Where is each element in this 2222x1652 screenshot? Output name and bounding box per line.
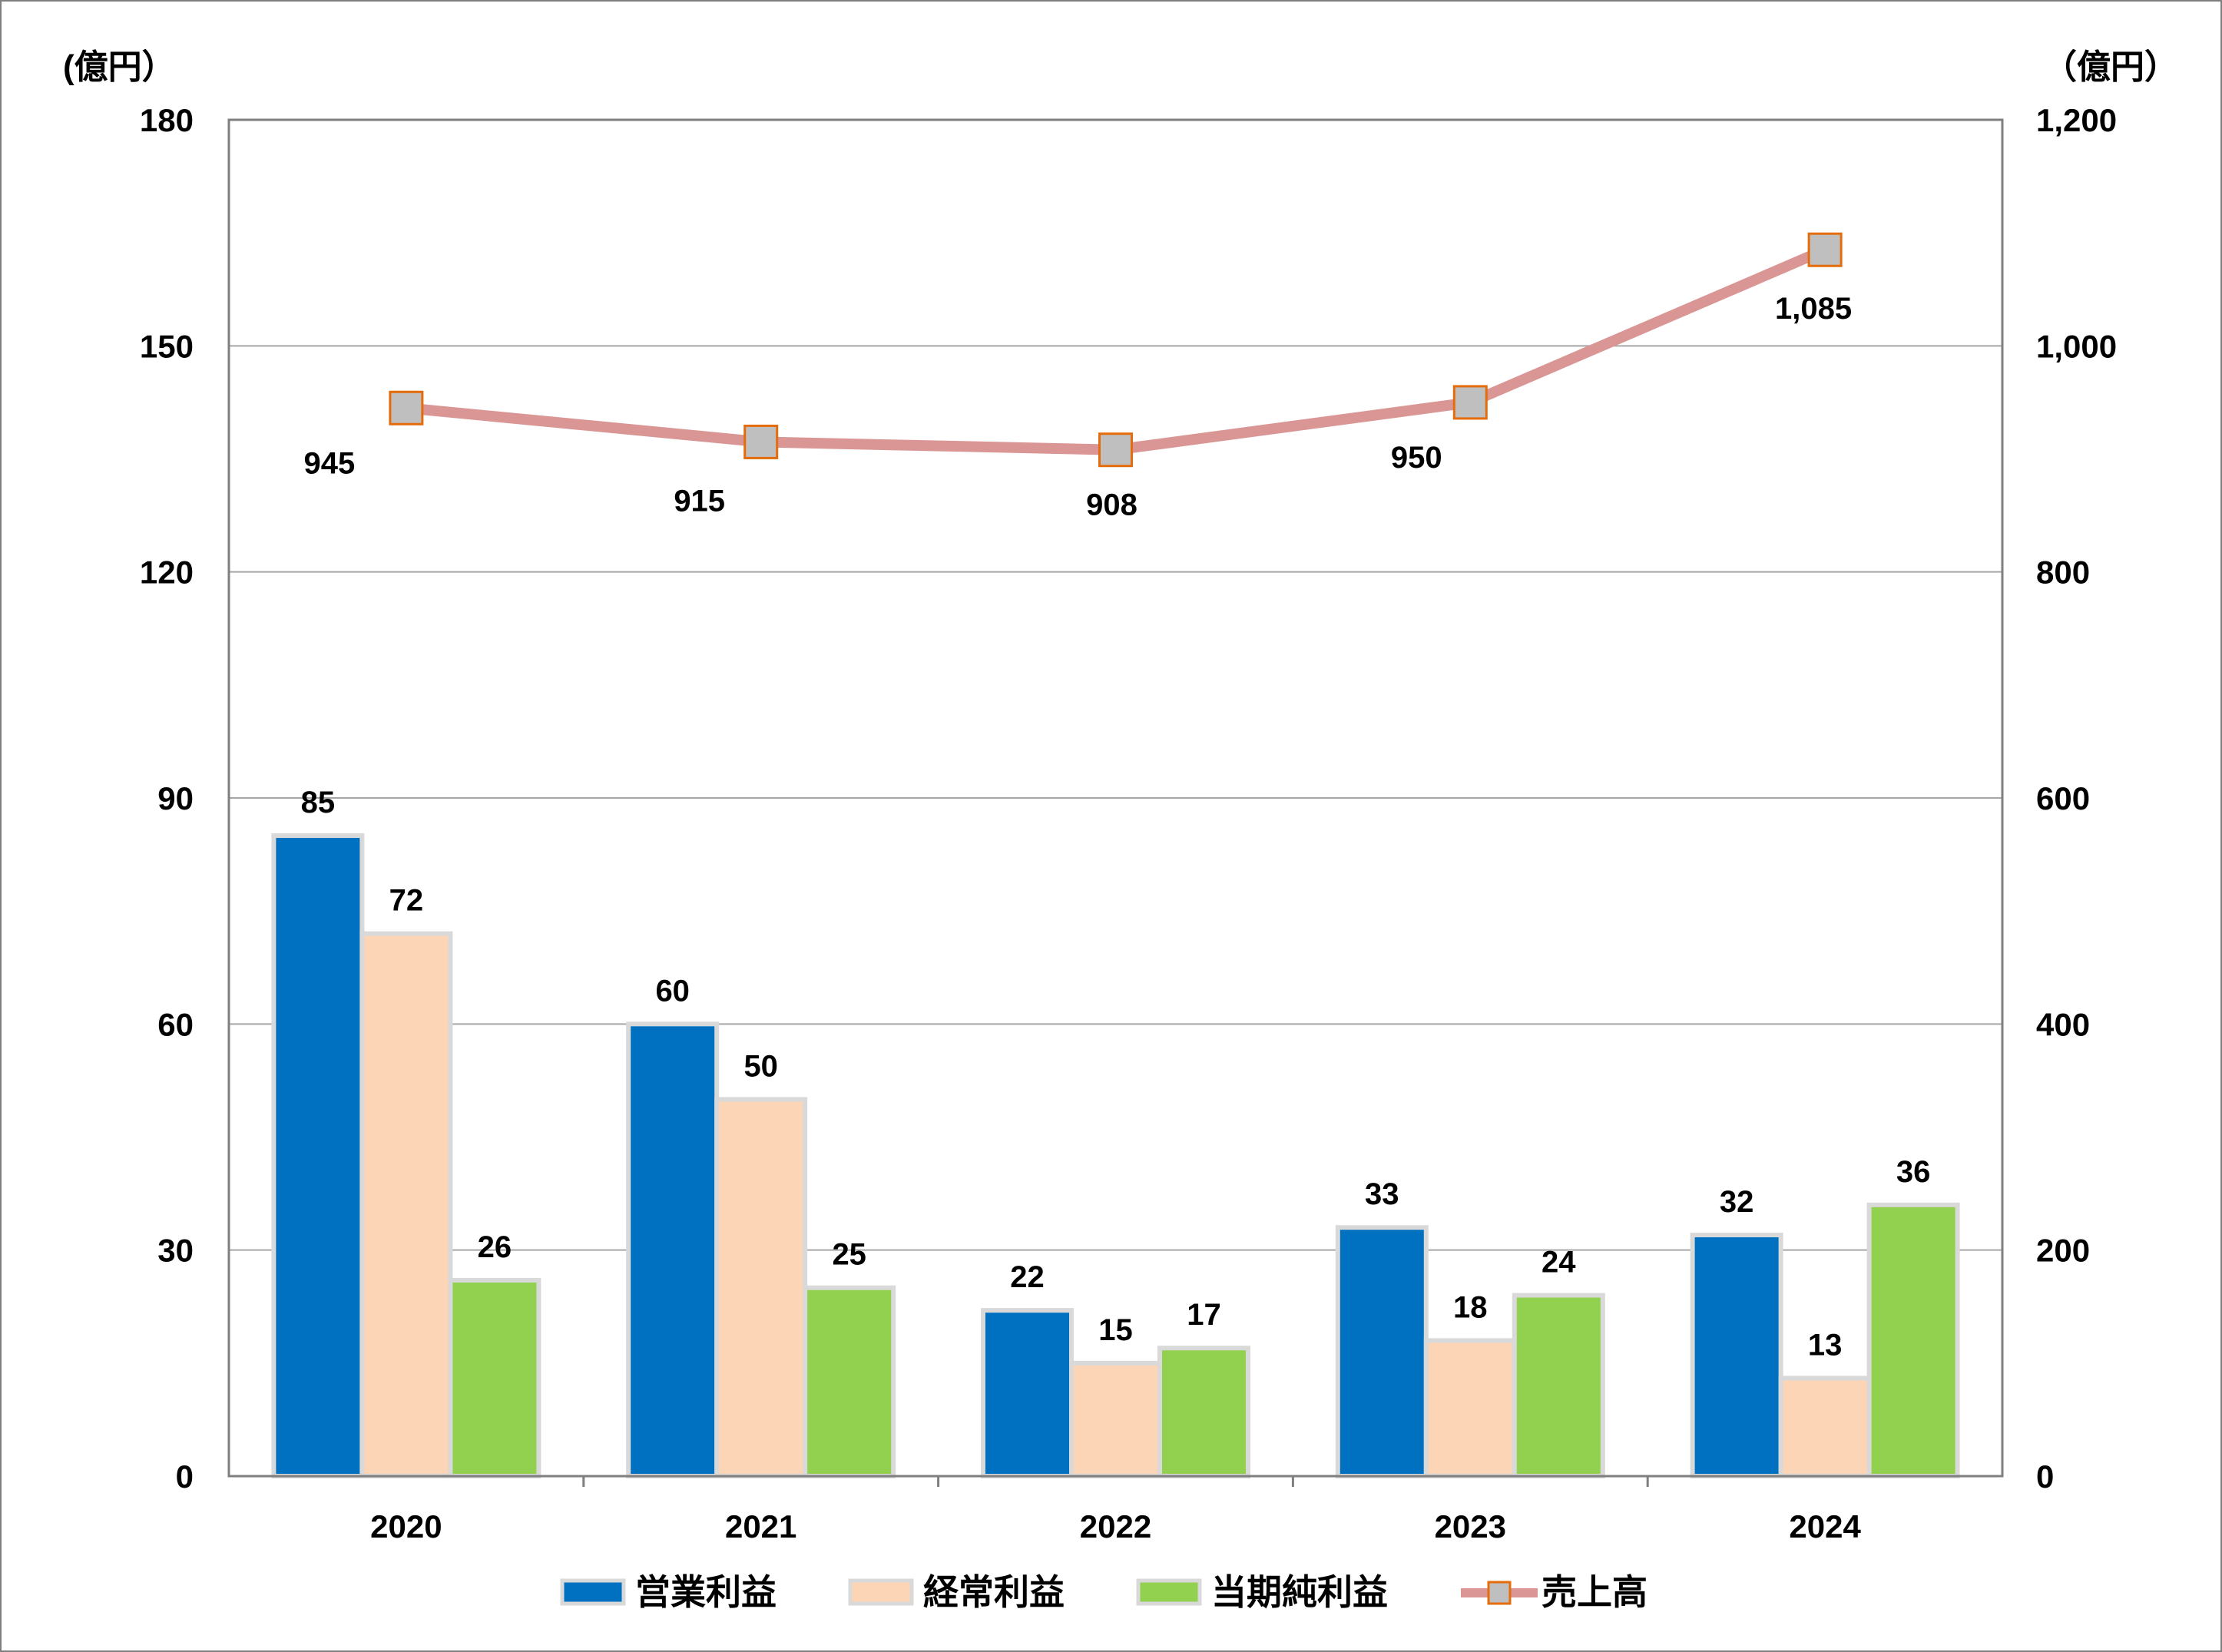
bar-data-label: 15 [1098, 1313, 1133, 1347]
right-axis-tick-label: 1,000 [2036, 328, 2117, 364]
legend-swatch [848, 1578, 914, 1606]
data-labels: 85 72 26 60 50 25 22 15 17 33 18 24 32 13 36 945 915 908 9… [301, 292, 1931, 1362]
bar-data-label: 22 [1010, 1260, 1045, 1294]
line-marker [1098, 432, 1133, 468]
line-marker [1807, 232, 1843, 267]
legend-label: 経常利益 [923, 1572, 1065, 1612]
bar-data-label: 50 [743, 1049, 778, 1083]
right-axis-tick-label: 600 [2036, 780, 2090, 816]
right-axis-tick-label: 400 [2036, 1006, 2090, 1042]
line-data-label: 950 [1391, 441, 1442, 475]
bar [1778, 1376, 1872, 1479]
bar [1512, 1293, 1605, 1478]
right-axis-unit: （億円） [2043, 48, 2178, 86]
bar-data-label: 18 [1453, 1290, 1488, 1324]
line-data-label: 908 [1086, 488, 1137, 522]
bar [1866, 1202, 1960, 1479]
line-data-label: 915 [674, 484, 725, 518]
axes: 0 30 60 90 120 150 180 0 200 400 600 800 1,000 1,200 2… [140, 102, 2117, 1544]
bar-series [271, 833, 1960, 1479]
line-series [389, 232, 1843, 468]
legend-swatch [1136, 1578, 1202, 1606]
bar [1335, 1225, 1429, 1478]
legend-label: 営業利益 [635, 1572, 777, 1612]
x-axis-category-label: 2024 [1789, 1508, 1861, 1544]
bar-data-label: 33 [1365, 1177, 1399, 1211]
bar [1069, 1360, 1162, 1479]
left-axis-unit: (億円） [63, 48, 176, 86]
x-axis-category-label: 2022 [1080, 1508, 1151, 1544]
left-axis-tick-label: 120 [140, 555, 194, 591]
bar [714, 1097, 808, 1478]
x-axis-category-label: 2023 [1435, 1508, 1506, 1544]
bar-data-label: 72 [389, 884, 424, 918]
right-axis-tick-label: 0 [2036, 1458, 2054, 1495]
left-axis-tick-label: 0 [176, 1458, 194, 1495]
right-axis-tick-label: 200 [2036, 1233, 2090, 1269]
legend: 営業利益 経常利益 当期純利益 売上高 [560, 1572, 1647, 1612]
bar [448, 1277, 541, 1479]
bar-data-label: 13 [1808, 1328, 1843, 1362]
line-data-label: 945 [304, 446, 356, 480]
legend-swatch [560, 1578, 626, 1606]
line-marker [1452, 385, 1488, 420]
right-axis-tick-label: 800 [2036, 555, 2090, 591]
bar [1423, 1338, 1517, 1479]
left-axis-tick-label: 150 [140, 328, 194, 364]
left-axis-tick-label: 30 [157, 1233, 194, 1269]
x-axis-category-label: 2020 [370, 1508, 442, 1544]
bar-data-label: 25 [832, 1238, 866, 1272]
bar [803, 1285, 896, 1478]
bar [359, 931, 453, 1478]
sales-line [406, 244, 1827, 455]
bar-data-label: 17 [1187, 1298, 1221, 1332]
plot-area-border [227, 118, 2004, 1478]
bar [1690, 1233, 1783, 1478]
line-marker [743, 424, 779, 459]
bar [981, 1308, 1074, 1478]
left-axis-tick-label: 90 [157, 780, 194, 816]
bar-data-label: 36 [1896, 1155, 1931, 1189]
bar-data-label: 26 [478, 1230, 512, 1264]
bar-data-label: 32 [1720, 1185, 1754, 1219]
bar [626, 1021, 720, 1479]
bar [1157, 1346, 1250, 1478]
legend-label: 売上高 [1541, 1572, 1647, 1612]
bar-data-label: 60 [655, 974, 690, 1008]
x-axis-category-label: 2021 [725, 1508, 796, 1544]
gridlines [229, 345, 2002, 1251]
left-axis-tick-label: 180 [140, 102, 194, 138]
legend-marker-swatch [1487, 1581, 1512, 1605]
line-data-label: 1,085 [1775, 292, 1852, 326]
line-marker [389, 390, 424, 425]
legend-label: 当期純利益 [1211, 1572, 1388, 1612]
bar-data-label: 85 [301, 786, 336, 819]
right-axis-tick-label: 1,200 [2036, 102, 2117, 138]
bar [271, 833, 365, 1478]
left-axis-tick-label: 60 [157, 1006, 194, 1042]
bar-data-label: 24 [1541, 1246, 1576, 1280]
